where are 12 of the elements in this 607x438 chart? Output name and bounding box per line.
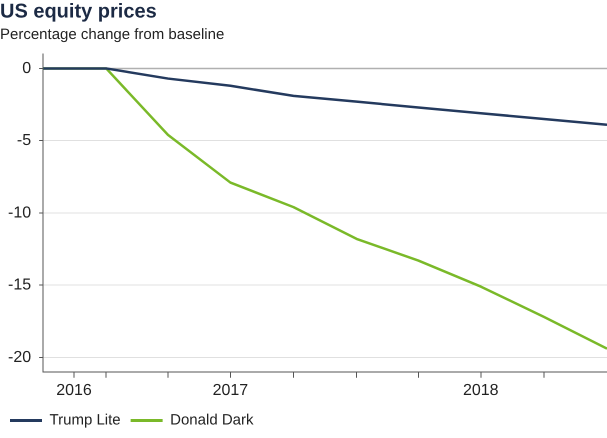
- legend-label: Trump Lite: [50, 412, 121, 429]
- y-tick-label: -15: [8, 276, 32, 294]
- y-tick-label: 0: [22, 60, 32, 77]
- y-tick-label: -5: [16, 132, 32, 150]
- chart-subtitle: Percentage change from baseline: [0, 26, 224, 44]
- x-tick-label: 2017: [212, 382, 248, 399]
- y-tick-label: -10: [8, 204, 32, 222]
- legend-label: Donald Dark: [170, 412, 254, 429]
- x-tick-label: 2018: [462, 382, 499, 399]
- y-tick-label: -20: [8, 348, 32, 366]
- x-tick-label: 2016: [56, 382, 92, 399]
- chart-title: US equity prices: [0, 0, 157, 23]
